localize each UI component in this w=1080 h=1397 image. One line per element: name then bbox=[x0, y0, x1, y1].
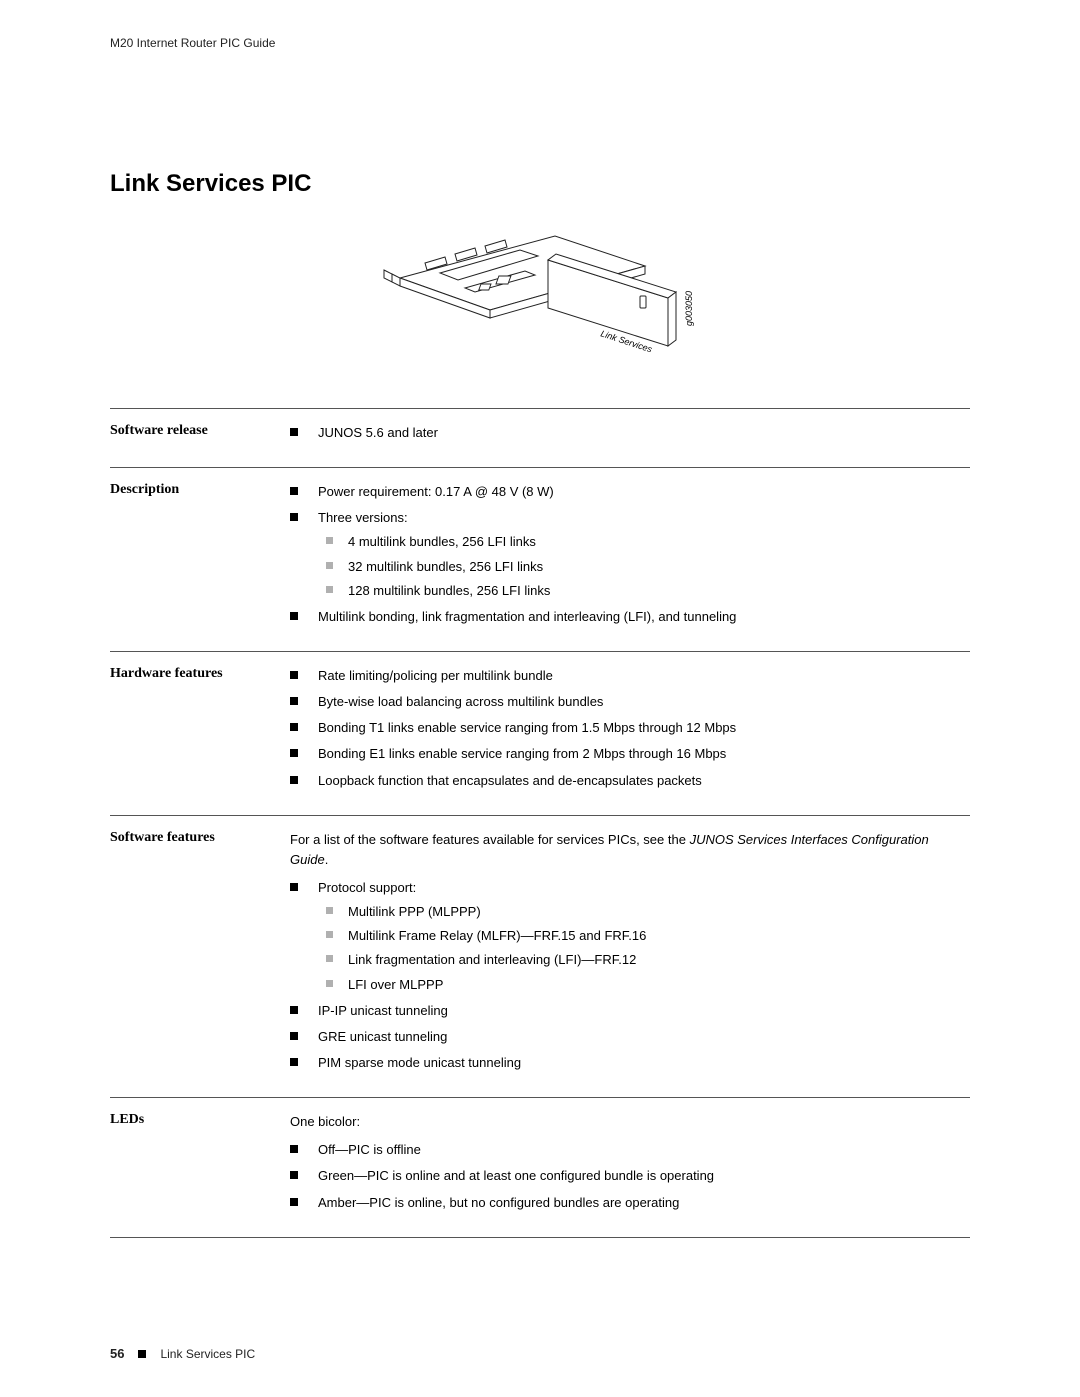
description-item: Multilink bonding, link fragmentation an… bbox=[290, 607, 970, 627]
label-description: Description bbox=[110, 468, 290, 652]
list-software-features: Protocol support: Multilink PPP (MLPPP) … bbox=[290, 878, 970, 1073]
software-features-intro: For a list of the software features avai… bbox=[290, 830, 970, 870]
label-leds: LEDs bbox=[110, 1098, 290, 1238]
label-software-release: Software release bbox=[110, 409, 290, 468]
description-item: Three versions: 4 multilink bundles, 256… bbox=[290, 508, 970, 601]
protocol-item: Multilink Frame Relay (MLFR)—FRF.15 and … bbox=[318, 926, 970, 946]
led-item: Green—PIC is online and at least one con… bbox=[290, 1166, 970, 1186]
hw-item: Bonding T1 links enable service ranging … bbox=[290, 718, 970, 738]
list-hardware-features: Rate limiting/policing per multilink bun… bbox=[290, 666, 970, 791]
row-leds: LEDs One bicolor: Off—PIC is offline Gre… bbox=[110, 1098, 970, 1238]
list-description: Power requirement: 0.17 A @ 48 V (8 W) T… bbox=[290, 482, 970, 627]
page: M20 Internet Router PIC Guide Link Servi… bbox=[0, 0, 1080, 1397]
sw-intro-prefix: For a list of the software features avai… bbox=[290, 832, 690, 847]
software-release-item: JUNOS 5.6 and later bbox=[290, 423, 970, 443]
sw-item: Protocol support: Multilink PPP (MLPPP) … bbox=[290, 878, 970, 995]
protocol-list: Multilink PPP (MLPPP) Multilink Frame Re… bbox=[318, 902, 970, 995]
diagram-code: g003050 bbox=[684, 291, 694, 326]
led-item: Off—PIC is offline bbox=[290, 1140, 970, 1160]
protocol-label: Protocol support: bbox=[318, 880, 416, 895]
running-header: M20 Internet Router PIC Guide bbox=[110, 36, 970, 50]
label-hardware-features: Hardware features bbox=[110, 651, 290, 815]
led-item: Amber—PIC is online, but no configured b… bbox=[290, 1193, 970, 1213]
hw-item: Loopback function that encapsulates and … bbox=[290, 771, 970, 791]
footer-label: Link Services PIC bbox=[160, 1347, 255, 1361]
sw-item: GRE unicast tunneling bbox=[290, 1027, 970, 1047]
sw-intro-suffix: . bbox=[325, 852, 329, 867]
hw-item: Rate limiting/policing per multilink bun… bbox=[290, 666, 970, 686]
row-description: Description Power requirement: 0.17 A @ … bbox=[110, 468, 970, 652]
list-software-release: JUNOS 5.6 and later bbox=[290, 423, 970, 443]
description-versions: 4 multilink bundles, 256 LFI links 32 mu… bbox=[318, 532, 970, 600]
page-number: 56 bbox=[110, 1346, 124, 1361]
row-hardware-features: Hardware features Rate limiting/policing… bbox=[110, 651, 970, 815]
page-footer: 56 Link Services PIC bbox=[110, 1346, 970, 1361]
version-item: 128 multilink bundles, 256 LFI links bbox=[318, 581, 970, 601]
list-leds: Off—PIC is offline Green—PIC is online a… bbox=[290, 1140, 970, 1212]
row-software-features: Software features For a list of the soft… bbox=[110, 815, 970, 1097]
sw-item: PIM sparse mode unicast tunneling bbox=[290, 1053, 970, 1073]
pic-diagram: Link Services g003050 bbox=[370, 218, 710, 368]
description-item: Power requirement: 0.17 A @ 48 V (8 W) bbox=[290, 482, 970, 502]
hw-item: Bonding E1 links enable service ranging … bbox=[290, 744, 970, 764]
hw-item: Byte-wise load balancing across multilin… bbox=[290, 692, 970, 712]
leds-intro: One bicolor: bbox=[290, 1112, 970, 1132]
protocol-item: Link fragmentation and interleaving (LFI… bbox=[318, 950, 970, 970]
sw-item: IP-IP unicast tunneling bbox=[290, 1001, 970, 1021]
running-header-text: M20 Internet Router PIC Guide bbox=[110, 36, 275, 50]
version-item: 32 multilink bundles, 256 LFI links bbox=[318, 557, 970, 577]
section-title: Link Services PIC bbox=[110, 170, 970, 198]
description-item-text: Three versions: bbox=[318, 510, 408, 525]
protocol-item: LFI over MLPPP bbox=[318, 975, 970, 995]
diagram-container: Link Services g003050 bbox=[110, 218, 970, 368]
spec-table: Software release JUNOS 5.6 and later Des… bbox=[110, 408, 970, 1238]
version-item: 4 multilink bundles, 256 LFI links bbox=[318, 532, 970, 552]
label-software-features: Software features bbox=[110, 815, 290, 1097]
row-software-release: Software release JUNOS 5.6 and later bbox=[110, 409, 970, 468]
protocol-item: Multilink PPP (MLPPP) bbox=[318, 902, 970, 922]
footer-square-icon bbox=[138, 1350, 146, 1358]
